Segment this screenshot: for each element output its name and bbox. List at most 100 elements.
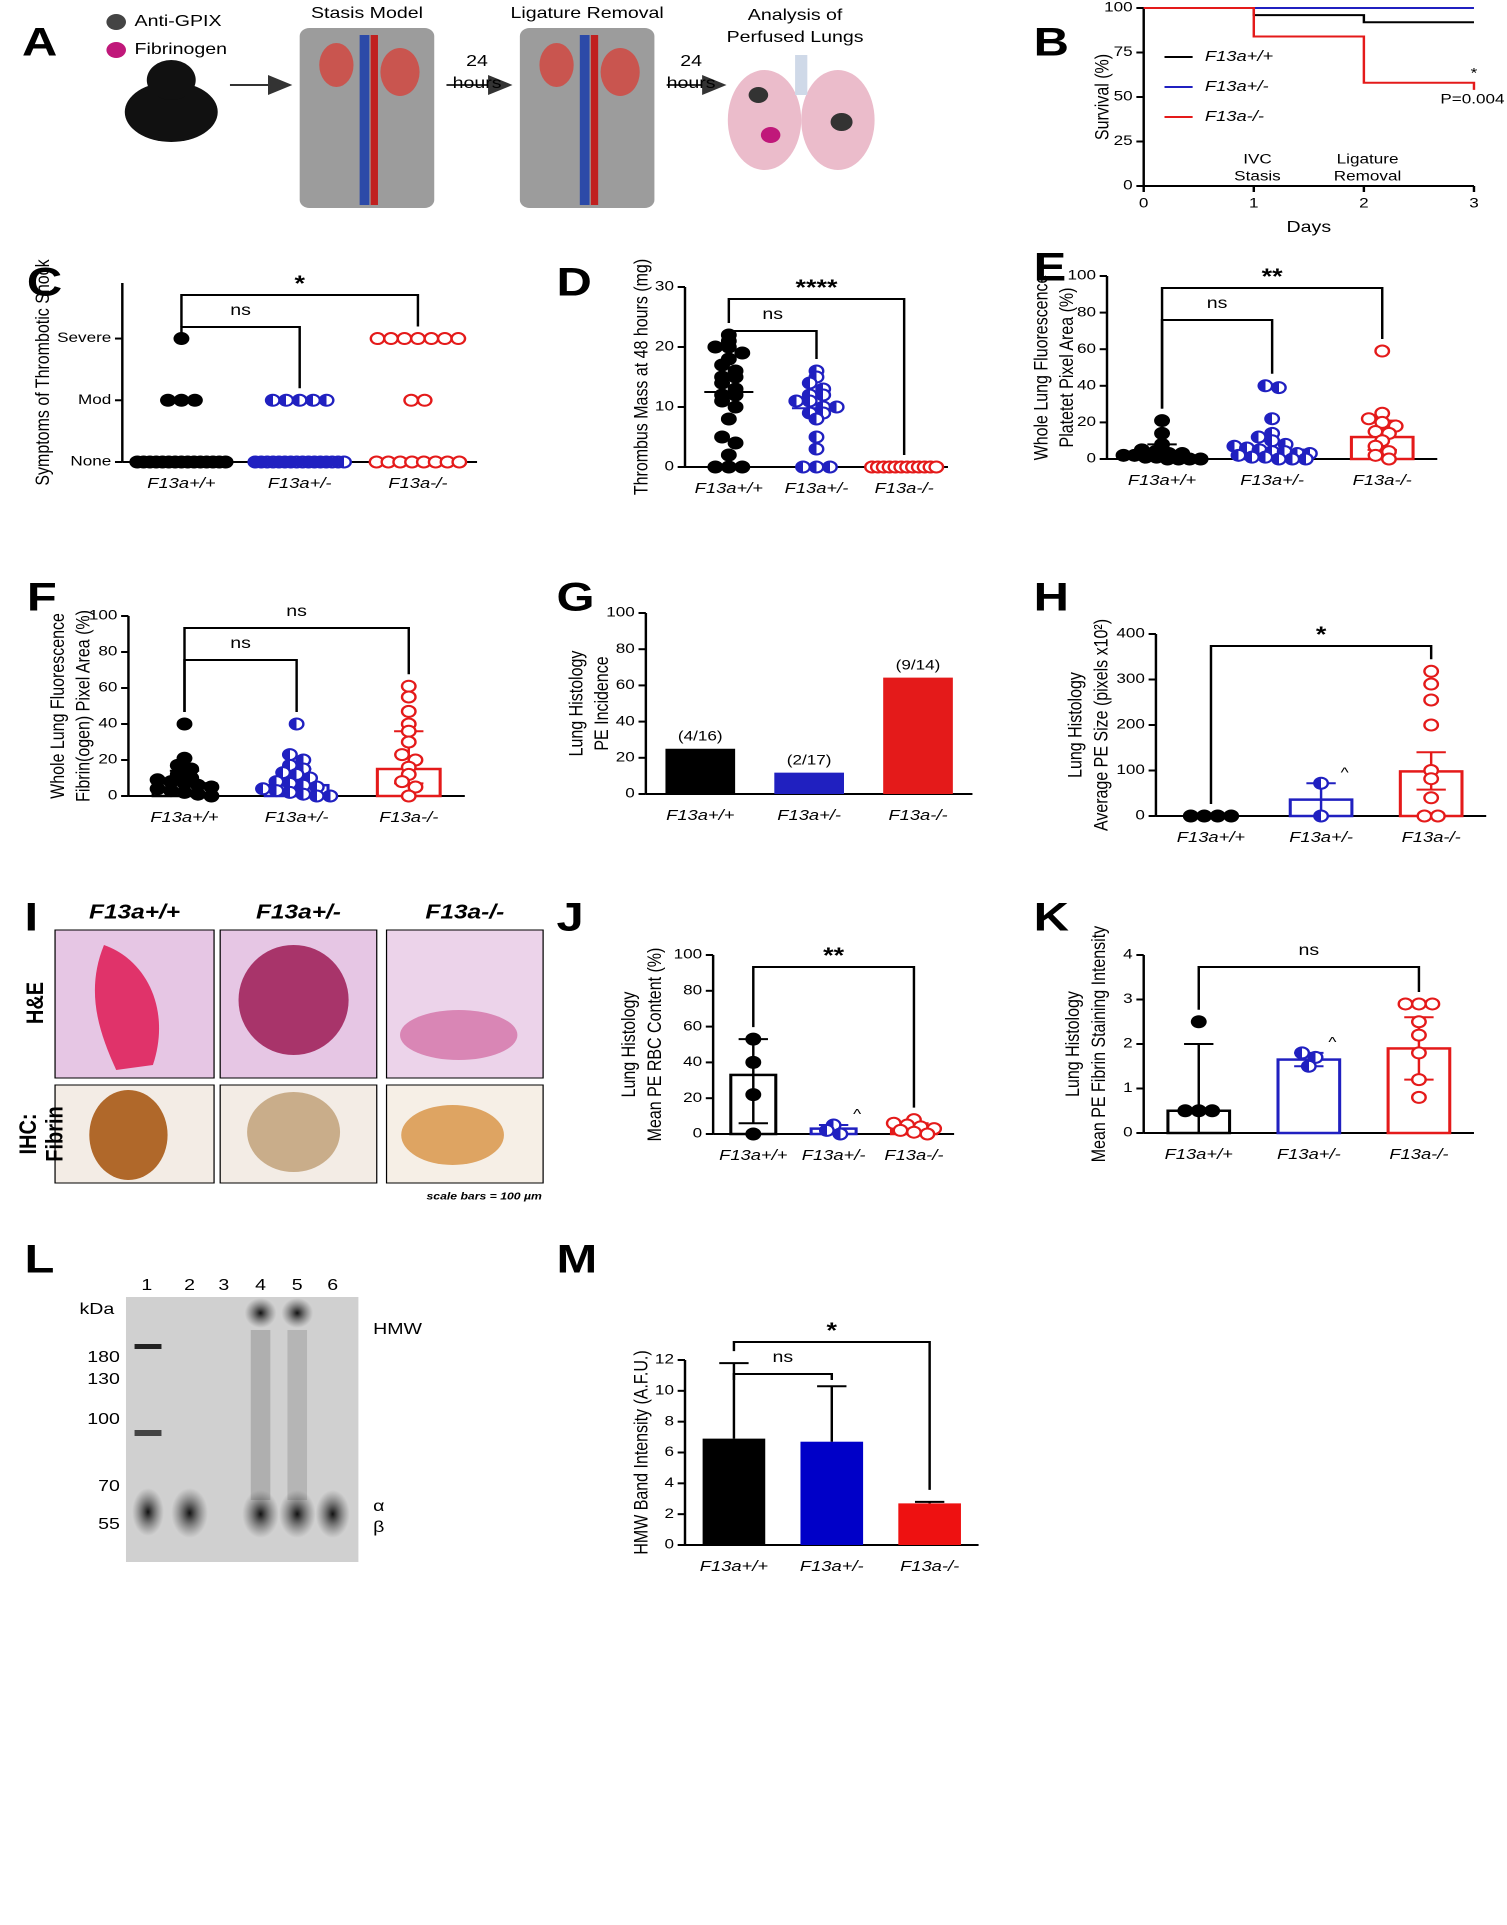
bar [665,748,736,794]
panel-letter: D [557,261,592,305]
x-tick-label: F13a-/- [1353,472,1413,489]
fibrinogen-icon [106,42,126,58]
kidney [600,48,640,96]
kidney [539,43,574,87]
x-tick-label: F13a-/- [379,809,439,826]
data-point [423,332,440,346]
y-tick-label: 80 [98,644,117,659]
y-tick-label: 0 [1086,451,1096,466]
y-tick-label: 0 [664,1537,674,1552]
data-point [1257,450,1274,464]
bar [898,1503,961,1545]
y-tick-label: 60 [616,677,635,692]
data-point [1182,809,1199,823]
y-tick-label: 2 [664,1506,674,1521]
significance-label: ns [762,305,783,323]
y-tick-label: 3 [1123,992,1133,1007]
note: ^ [853,1107,862,1122]
significance-label: ns [230,634,251,652]
data-point [788,394,805,408]
vessel [579,35,590,205]
data-point [727,370,744,384]
data-point [173,332,190,346]
bar [800,1441,864,1545]
data-point [801,376,818,390]
y-tick-label: 300 [1116,672,1145,687]
error-bar [738,1038,768,1125]
panel-letter: F [27,576,57,620]
data-point [1397,997,1414,1011]
data-point [176,717,193,731]
y-tick-label: 0 [664,459,674,474]
error-bar [1184,1043,1214,1134]
data-point [1264,412,1281,426]
data-point [727,400,744,414]
y-axis-label: Whole Lung Fluorescence [1030,275,1052,461]
x-tick-label: F13a-/- [1402,829,1462,846]
data-point [1410,1073,1427,1087]
survival-line [1143,7,1474,24]
y-tick-label: 0 [1123,1125,1133,1140]
data-point [1190,1104,1207,1118]
data-point [186,393,203,407]
vessel [359,35,370,205]
data-point [450,332,467,346]
panel-letter: M [557,1238,598,1282]
y-tick-label: 40 [683,1054,702,1069]
data-point [1416,809,1433,823]
arrow-label: 24 [680,52,702,70]
data-point [1244,450,1260,464]
panel-letter: A [22,21,57,65]
data-point [305,393,322,407]
marker-label: 180 [87,1348,120,1366]
data-point [1313,809,1330,823]
data-point [928,460,945,474]
kidney [319,43,354,87]
data-point [407,780,424,794]
data-point [295,787,312,801]
legend-label: F13a+/+ [1205,48,1274,65]
x-tick-label: F13a+/+ [1165,1146,1234,1163]
x-tick-label: F13a-/- [884,1147,944,1164]
y-tick-label: 80 [1077,305,1096,320]
value-label: (9/14) [896,658,941,673]
comparison-bracket [180,294,420,327]
row-label: IHC: [14,1113,41,1154]
y-tick-label: None [70,454,111,469]
bar [883,677,953,794]
data-point [1423,677,1440,691]
data-point [734,460,751,474]
y-tick-label: 10 [655,1383,674,1398]
scale-note: scale bars = 100 µm [427,1192,542,1203]
y-tick-label: 25 [1114,134,1133,149]
data-point [394,748,410,762]
data-point [1270,381,1287,395]
panel-i-images [54,929,544,1184]
arrow-label: hours [453,74,502,92]
y-tick-label: 2 [1123,1036,1133,1051]
x-tick-label: F13a+/- [265,809,329,826]
data-point [1270,452,1287,466]
lane-label: 2 [184,1276,195,1294]
comparison-bracket [180,326,301,389]
data-point [745,1088,762,1102]
significance-label: **** [796,276,838,300]
marker-label: 70 [98,1477,120,1495]
data-point [288,717,305,731]
data-point [163,784,179,798]
marker-label: 130 [87,1370,120,1388]
data-point [720,460,737,474]
significance-label: ** [1262,265,1283,289]
data-point [1423,693,1440,707]
data-point [1410,1046,1427,1060]
data-point [1294,1046,1311,1060]
data-point [268,784,285,798]
y-tick-label: 20 [655,339,674,354]
band-label: β [373,1518,384,1536]
x-tick-label: F13a+/- [800,1558,864,1575]
comparison-bracket [183,627,410,712]
significance-label: ns [1207,294,1228,312]
y-tick-label: 60 [98,680,117,695]
data-point [1190,1015,1207,1029]
